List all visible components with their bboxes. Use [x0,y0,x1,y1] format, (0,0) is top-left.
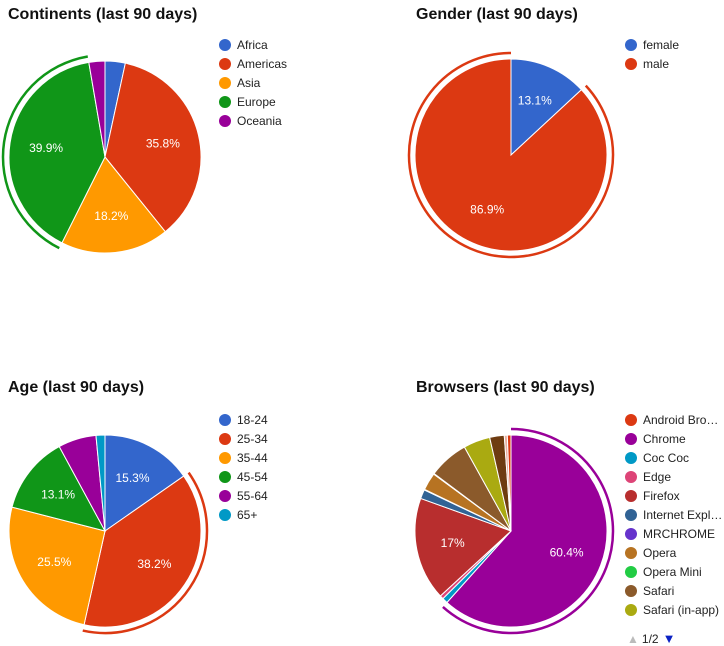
pager-text: 1/2 [641,631,659,646]
slice-label: 39.9% [29,141,63,155]
pie-slice-americas[interactable] [104,62,202,233]
legend-label: Africa [237,38,268,52]
legend-dot-icon [219,96,231,108]
legend-label: Safari [643,584,675,598]
pie-slice-45-54[interactable] [11,445,106,532]
down-triangle-icon[interactable]: ▼ [662,631,676,646]
age-pie[interactable]: 15.3% 38.2% 25.5% 13.1% [0,426,210,636]
slice-label: 60.4% [550,545,584,559]
legend-dot-icon [219,433,231,445]
highlight-ring [407,51,615,259]
legend-label: 25-34 [237,432,268,446]
slice-label: 13.1% [41,487,75,501]
slice-label: 13.1% [518,93,552,107]
pie-slice-male[interactable] [414,58,608,252]
legend-dot-icon [219,414,231,426]
legend-dot-icon [625,528,637,540]
legend-label: Chrome [643,432,686,446]
highlight-ring [1,55,88,250]
pie-slice-europe[interactable] [8,61,106,244]
continents-pie[interactable]: 35.8% 18.2% 39.9% [0,52,210,262]
legend-label: male [643,57,670,71]
legend-label: Opera Mini [643,565,702,579]
legend-label: MRCHROME [643,527,715,541]
legend-dot-icon [219,115,231,127]
slice-label: 25.5% [37,555,71,569]
legend-label: female [643,38,680,52]
slice-label: 38.2% [137,557,171,571]
legend-label: Opera [643,546,677,560]
pie-slice-oceania[interactable] [88,60,106,158]
legend-label: 65+ [237,508,258,522]
chart-title: Gender (last 90 days) [416,6,578,23]
chart-title: Continents (last 90 days) [8,6,198,23]
legend-dot-icon [625,452,637,464]
legend-label: 55-64 [237,489,268,503]
pie-slice-chrome[interactable] [446,434,608,628]
chart-title: Age (last 90 days) [8,379,145,396]
pie-slice-female[interactable] [510,58,583,157]
legend-pager: ▲ 1/2 ▼ [627,631,675,646]
legend-label: 18-24 [237,413,268,427]
chart-title: Browsers (last 90 days) [416,379,595,396]
legend-dot-icon [219,39,231,51]
slice-label: 17% [441,536,465,550]
legend-label: 35-44 [237,451,268,465]
legend-dot-icon [625,547,637,559]
legend-label: Firefox [643,489,680,503]
gender-pie[interactable]: 13.1% 86.9% [406,50,616,260]
slice-label: 18.2% [94,209,128,223]
pie-slice-35-44[interactable] [8,506,106,626]
legend-label: Edge [643,470,672,484]
legend-label: Android Bro… [643,413,719,427]
legend-dot-icon [625,604,637,616]
legend-dot-icon [625,433,637,445]
slice-label: 35.8% [146,136,180,150]
browsers-pie[interactable]: 60.4% 17% [406,426,616,636]
legend-dot-icon [219,77,231,89]
up-triangle-icon[interactable]: ▲ [627,631,639,646]
pie-slice-65[interactable] [95,434,106,532]
legend-dot-icon [625,509,637,521]
legend-dot-icon [625,490,637,502]
legend-dot-icon [625,585,637,597]
highlight-ring [82,471,209,635]
legend-dot-icon [219,471,231,483]
legend-dot-icon [219,490,231,502]
legend-label: Internet Expl… [643,508,723,522]
legend-dot-icon [219,509,231,521]
legend-dot-icon [625,471,637,483]
legend-label: Oceania [237,114,282,128]
legend-label: Asia [237,76,261,90]
legend-label: Europe [237,95,276,109]
legend-dot-icon [219,452,231,464]
legend-dot-icon [219,58,231,70]
legend-dot-icon [625,414,637,426]
legend-dot-icon [625,566,637,578]
legend-dot-icon [625,58,637,70]
legend-label: 45-54 [237,470,268,484]
pie-slice-18-24[interactable] [104,434,185,532]
legend-label: Coc Coc [643,451,690,465]
legend-label: Americas [237,57,288,71]
pie-slice-android-bro[interactable] [506,434,512,532]
pie-slice-25-34[interactable] [83,475,202,628]
highlight-ring [442,427,615,635]
legend-dot-icon [625,39,637,51]
legend-label: Safari (in-app) [643,603,720,617]
slice-label: 86.9% [470,203,504,217]
slice-label: 15.3% [115,471,149,485]
pie-slice-asia[interactable] [61,156,166,254]
